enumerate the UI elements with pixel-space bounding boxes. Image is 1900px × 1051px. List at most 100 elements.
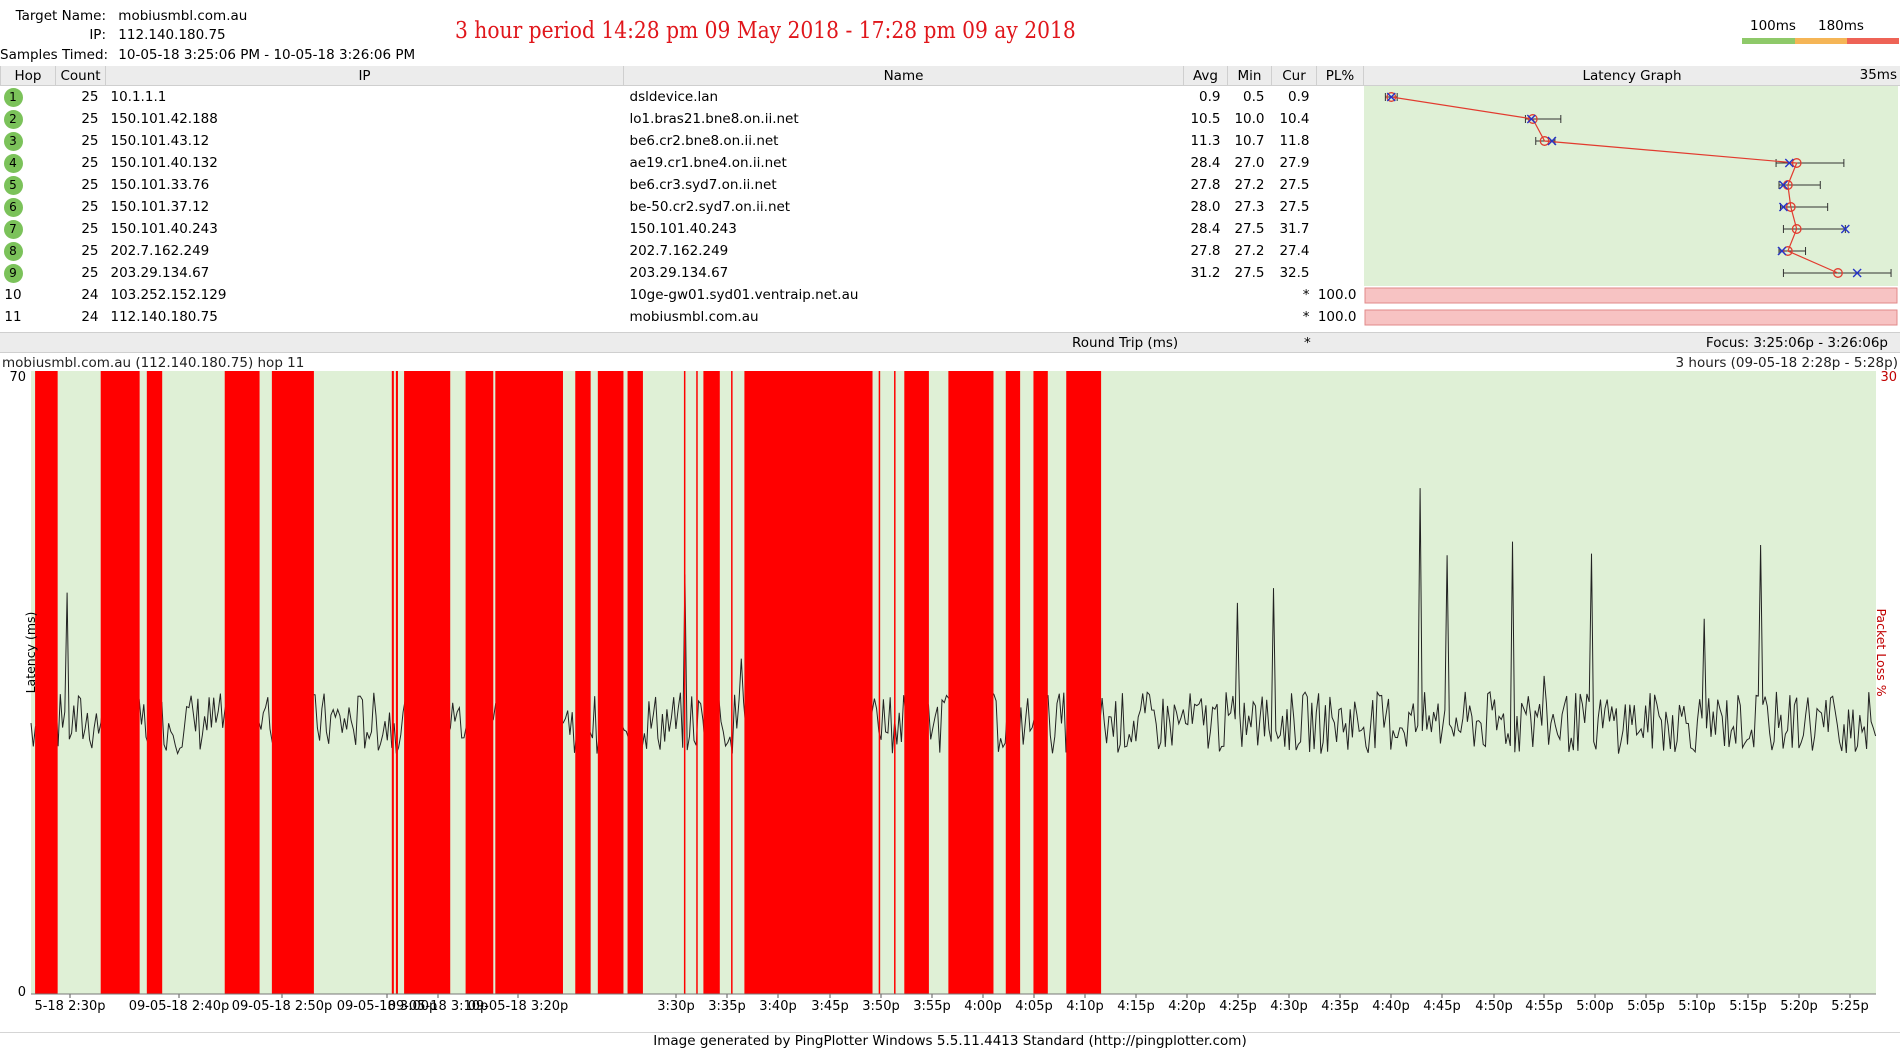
count-cell: 25 (56, 196, 106, 218)
hop-status-badge: 3 (4, 132, 23, 151)
hop-status-badge: 7 (4, 220, 23, 239)
count-cell: 24 (56, 306, 106, 328)
target-name-value: mobiusmbl.com.au (118, 8, 247, 24)
avg-cell: 0.9 (1184, 86, 1228, 109)
column-header-hop[interactable]: Hop (1, 66, 56, 86)
packet-loss-period (894, 371, 896, 994)
cur-cell: 27.5 (1272, 196, 1317, 218)
packet-loss-period (225, 371, 260, 994)
packet-loss-period (948, 371, 993, 994)
x-tick-label: 3:35p (708, 999, 745, 1014)
ip-cell: 202.7.162.249 (106, 240, 624, 262)
x-tick-label: 4:45p (1423, 999, 1460, 1014)
count-cell: 25 (56, 240, 106, 262)
min-cell: 10.0 (1228, 108, 1272, 130)
name-cell: ae19.cr1.bne4.on.ii.net (624, 152, 1184, 174)
x-tick-label: 4:50p (1475, 999, 1512, 1014)
name-cell: 150.101.40.243 (624, 218, 1184, 240)
count-cell: 25 (56, 108, 106, 130)
min-cell: 0.5 (1228, 86, 1272, 109)
name-cell: 202.7.162.249 (624, 240, 1184, 262)
cur-cell: 11.8 (1272, 130, 1317, 152)
name-cell: dsldevice.lan (624, 86, 1184, 109)
packet-loss-period (495, 371, 563, 994)
packet-loss-period (147, 371, 162, 994)
column-header-latency-graph[interactable]: Latency Graph 35ms (1364, 66, 1900, 86)
pl-cell (1317, 218, 1364, 240)
pl-cell (1317, 240, 1364, 262)
x-tick-label: 3:50p (862, 999, 899, 1014)
cur-cell: 27.4 (1272, 240, 1317, 262)
x-tick-label: 09-05-18 3:20p (468, 999, 569, 1014)
packet-loss-period (272, 371, 314, 994)
name-cell: lo1.bras21.bne8.on.ii.net (624, 108, 1184, 130)
pl-cell (1317, 130, 1364, 152)
hop-cell: 8 (1, 240, 56, 262)
x-tick-label: 5:10p (1678, 999, 1715, 1014)
y-axis-label: Latency (ms) (23, 612, 38, 694)
min-cell (1228, 306, 1272, 328)
ip-cell: 203.29.134.67 (106, 262, 624, 284)
column-header-name[interactable]: Name (624, 66, 1184, 86)
hop-number: 11 (4, 309, 23, 325)
target-name-label: Target Name: (0, 8, 106, 24)
samples-timed-label: Samples Timed: (0, 47, 106, 63)
min-cell: 10.7 (1228, 130, 1272, 152)
column-header-cur[interactable]: Cur (1272, 66, 1317, 86)
packet-loss-period (684, 371, 686, 994)
name-cell: be6.cr2.bne8.on.ii.net (624, 130, 1184, 152)
scale-label-100ms: 100ms (1750, 18, 1796, 34)
x-tick-label: 3:40p (759, 999, 796, 1014)
column-header-pl[interactable]: PL% (1317, 66, 1364, 86)
x-tick-label: 4:35p (1321, 999, 1358, 1014)
ip-label: IP: (0, 27, 106, 43)
ip-cell: 10.1.1.1 (106, 86, 624, 109)
count-cell: 25 (56, 174, 106, 196)
packet-loss-period (731, 371, 733, 994)
avg-cell: 28.4 (1184, 152, 1228, 174)
column-header-avg[interactable]: Avg (1184, 66, 1228, 86)
round-trip-cur: * (1304, 335, 1311, 351)
timeline-chart[interactable]: mobiusmbl.com.au (112.140.180.75) hop 11… (0, 354, 1900, 1030)
ip-cell: 112.140.180.75 (106, 306, 624, 328)
pl-cell (1317, 108, 1364, 130)
focus-range: Focus: 3:25:06p - 3:26:06p (1706, 335, 1888, 351)
cur-cell: * (1272, 306, 1317, 328)
packet-loss-period (35, 371, 58, 994)
column-header-count[interactable]: Count (56, 66, 106, 86)
latency-graph-background (1364, 86, 1898, 286)
hop-status-badge: 5 (4, 176, 23, 195)
x-tick-label: 4:25p (1219, 999, 1256, 1014)
target-name-row: Target Name: mobiusmbl.com.au (0, 8, 247, 24)
packet-loss-period (101, 371, 140, 994)
x-tick-label: 4:20p (1168, 999, 1205, 1014)
hop-cell: 2 (1, 108, 56, 130)
samples-timed-value: 10-05-18 3:25:06 PM - 10-05-18 3:26:06 P… (118, 47, 415, 63)
latency-graph (1364, 86, 1898, 341)
packet-loss-period (466, 371, 494, 994)
column-header-min[interactable]: Min (1228, 66, 1272, 86)
scale-orange-segment (1795, 38, 1847, 44)
hop-status-badge: 4 (4, 154, 23, 173)
hop-cell: 6 (1, 196, 56, 218)
avg-cell: 28.0 (1184, 196, 1228, 218)
x-tick-label: 4:15p (1117, 999, 1154, 1014)
avg-cell: 28.4 (1184, 218, 1228, 240)
x-tick-label: 4:05p (1015, 999, 1052, 1014)
ip-cell: 150.101.40.132 (106, 152, 624, 174)
ip-row: IP: 112.140.180.75 (0, 27, 226, 43)
cur-cell: 31.7 (1272, 218, 1317, 240)
column-header-ip[interactable]: IP (106, 66, 624, 86)
packet-loss-period (1033, 371, 1047, 994)
cur-cell: 10.4 (1272, 108, 1317, 130)
avg-cell: 27.8 (1184, 174, 1228, 196)
pl-cell (1317, 174, 1364, 196)
latency-graph-label: Latency Graph (1582, 68, 1681, 84)
y2-axis-top-label: 30 (1880, 370, 1897, 385)
avg-cell: 10.5 (1184, 108, 1228, 130)
min-cell (1228, 284, 1272, 306)
packet-loss-period (744, 371, 872, 994)
x-tick-label: 5:05p (1627, 999, 1664, 1014)
hop-status-badge: 9 (4, 264, 23, 283)
hop-status-badge: 2 (4, 110, 23, 129)
